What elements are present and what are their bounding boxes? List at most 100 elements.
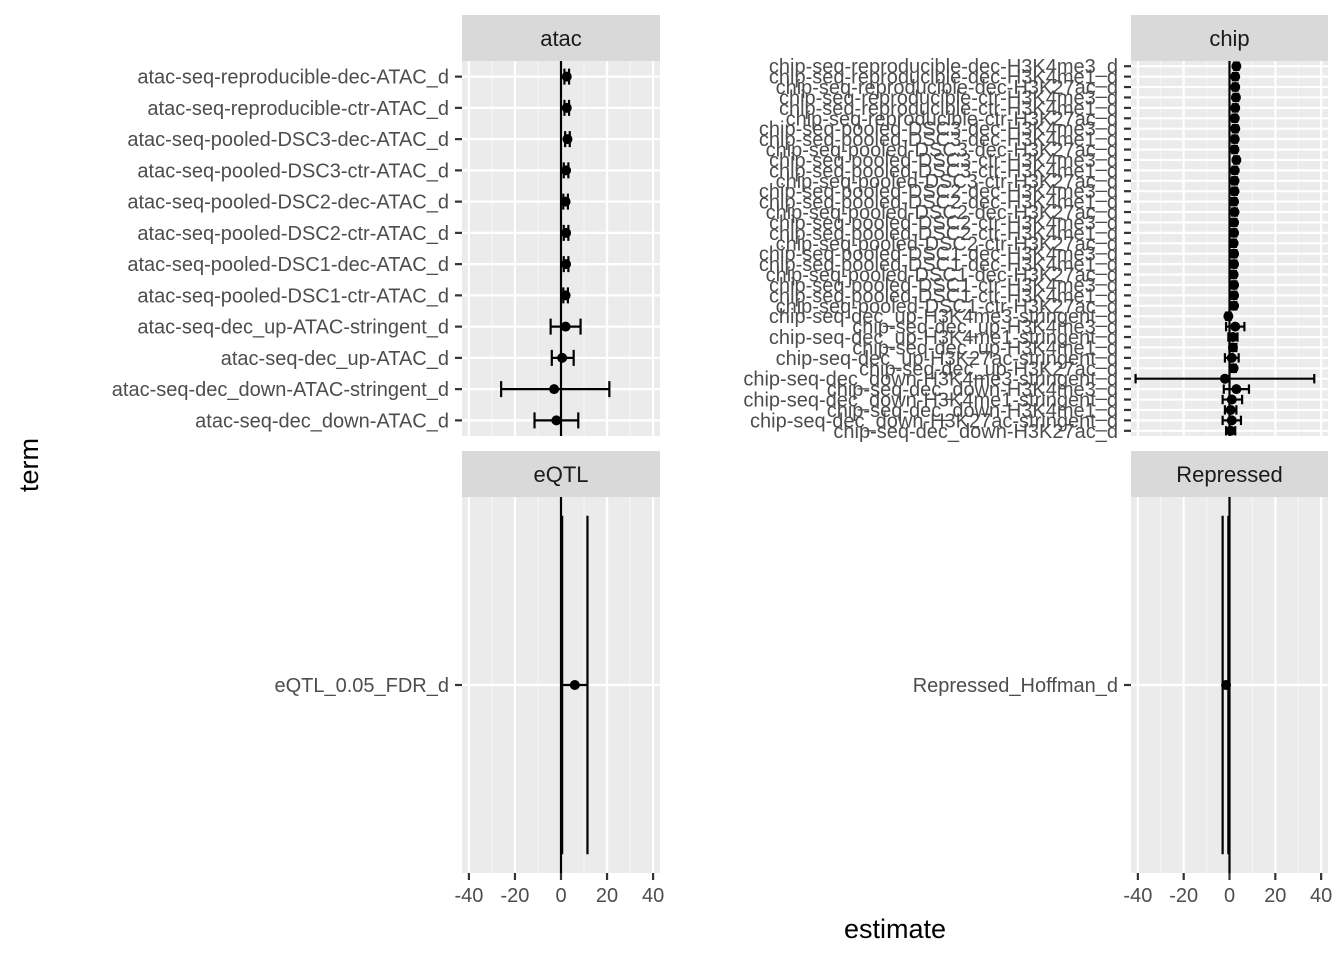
x-tick-label: 20: [1264, 885, 1286, 907]
y-tick-label: chip-seq-pooled-DSC3-ctr-H3K4me3_d: [769, 150, 1118, 172]
estimate-point: [1229, 175, 1240, 186]
estimate-point: [1229, 134, 1240, 145]
strip-background: [462, 451, 660, 497]
y-tick-label: chip-seq-pooled-DSC2-ctr-H3K4me1_d: [769, 223, 1118, 245]
estimate-point: [1229, 186, 1240, 197]
y-tick-label: chip-seq-reproducible-dec-H3K27ac_d: [776, 77, 1118, 99]
y-tick-label: chip-seq-pooled-DSC2-dec-H3K4me3_d: [759, 181, 1118, 203]
y-tick-label: chip-seq-dec_up-H3K4me1_d: [852, 337, 1118, 359]
y-tick-label: chip-seq-dec_up-H3K4me1-stringent_d: [769, 327, 1118, 349]
strip-background: [1131, 451, 1328, 497]
estimate-point: [1231, 154, 1242, 165]
x-tick-label: 20: [596, 885, 618, 907]
y-tick-label: chip-seq-dec_down-H3K4me1-stringent_d: [743, 390, 1118, 412]
y-tick-label: chip-seq-pooled-DSC2-ctr-H3K27ac_d: [776, 233, 1118, 255]
x-tick-label: 40: [1310, 885, 1332, 907]
y-tick-label: chip-seq-dec_up-H3K27ac_d: [859, 358, 1118, 380]
y-tick-label: atac-seq-pooled-DSC2-dec-ATAC_d: [127, 192, 449, 214]
y-tick-label: atac-seq-dec_down-ATAC-stringent_d: [112, 379, 449, 401]
estimate-point: [1230, 123, 1241, 134]
y-tick-label: atac-seq-pooled-DSC1-ctr-ATAC_d: [137, 285, 449, 307]
y-tick-label: chip-seq-pooled-DSC3-ctr-H3K4me1_d: [769, 160, 1118, 182]
estimate-point: [1226, 394, 1237, 405]
y-tick-label: chip-seq-dec_up-H3K27ac-stringent_d: [776, 348, 1118, 370]
x-tick-label: -20: [501, 885, 530, 907]
x-tick-label: 0: [1224, 885, 1235, 907]
y-tick-label: chip-seq-pooled-DSC2-dec-H3K27ac_d: [766, 202, 1118, 224]
y-tick-label: chip-seq-reproducible-ctr-H3K4me1_d: [779, 98, 1118, 120]
estimate-point: [560, 196, 571, 207]
y-tick-label: chip-seq-pooled-DSC2-dec-H3K4me1_d: [759, 192, 1118, 214]
estimate-point: [1229, 113, 1240, 124]
y-tick-label: chip-seq-dec_down-H3K4me3_d: [827, 379, 1118, 401]
panel-chip: chip chip-seq-reproducible-dec-H3K4me3_dc…: [743, 15, 1328, 443]
panel-repressed: Repressed Repressed_Hoffman_d -40 -20 0 20 40: [913, 451, 1332, 907]
estimate-point: [1229, 290, 1240, 301]
estimate-point: [1229, 248, 1240, 259]
estimate-point: [551, 415, 562, 426]
estimate-point: [1229, 259, 1240, 270]
estimate-point: [1231, 384, 1242, 395]
estimate-point: [1229, 165, 1240, 176]
estimate-point: [1230, 71, 1241, 82]
estimate-point: [1229, 279, 1240, 290]
y-tick-label: chip-seq-dec_down-H3K27ac_d: [833, 421, 1118, 443]
strip-label: atac: [540, 26, 582, 51]
strip-background: [462, 15, 660, 61]
x-tick-label: -20: [1169, 885, 1198, 907]
estimate-point: [561, 227, 572, 238]
y-tick-label: chip-seq-pooled-DSC2-ctr-H3K4me3_d: [769, 212, 1118, 234]
estimate-point: [1229, 217, 1240, 228]
estimate-point: [1230, 321, 1241, 332]
y-tick-label: atac-seq-dec_down-ATAC_d: [195, 410, 449, 432]
y-tick-label: atac-seq-pooled-DSC2-ctr-ATAC_d: [137, 223, 449, 245]
strip-label: Repressed: [1176, 462, 1282, 487]
estimate-point: [1223, 311, 1234, 322]
y-tick-label: chip-seq-pooled-DSC1-dec-H3K4me3_d: [759, 244, 1118, 266]
estimate-point: [1228, 363, 1239, 374]
estimate-point: [561, 259, 572, 270]
y-tick-label: chip-seq-reproducible-ctr-H3K27ac_d: [786, 108, 1118, 130]
y-tick-label: chip-seq-reproducible-dec-H3K4me3_d: [769, 56, 1118, 78]
x-tick-label: 0: [555, 885, 566, 907]
y-tick-label: chip-seq-pooled-DSC1-ctr-H3K27ac_d: [776, 296, 1118, 318]
estimate-point: [569, 680, 580, 690]
estimate-point: [1228, 269, 1239, 280]
x-tick-label: -40: [1123, 885, 1152, 907]
y-tick-label: atac-seq-pooled-DSC3-ctr-ATAC_d: [137, 160, 449, 182]
y-tick-label: chip-seq-pooled-DSC1-ctr-H3K4me3_d: [769, 275, 1118, 297]
estimate-point: [561, 165, 572, 176]
estimate-point: [560, 290, 571, 301]
estimate-point: [561, 71, 572, 82]
strip-background: [1131, 15, 1328, 61]
estimate-point: [1226, 352, 1237, 363]
estimate-point: [1230, 92, 1241, 103]
y-tick-label: chip-seq-reproducible-ctr-H3K4me3_d: [779, 87, 1118, 109]
y-tick-label: atac-seq-pooled-DSC3-dec-ATAC_d: [127, 129, 449, 151]
panels: atac atac-seq-reproducible-dec-ATAC_datac…: [112, 15, 1332, 907]
estimate-point: [560, 321, 571, 332]
y-tick-label: eQTL_0.05_FDR_d: [274, 675, 449, 697]
y-axis-title: term: [14, 438, 44, 492]
y-tick-label: chip-seq-dec_down-H3K4me3-stringent_d: [743, 369, 1118, 391]
estimate-point: [1231, 61, 1242, 72]
panel-eqtl: eQTL eQTL_0.05_FDR_d -40 -20 0 20 40: [274, 451, 664, 907]
y-tick-label: chip-seq-pooled-DSC1-ctr-H3K4me1_d: [769, 285, 1118, 307]
panel-atac: atac atac-seq-reproducible-dec-ATAC_datac…: [112, 15, 660, 436]
y-tick-label: chip-seq-pooled-DSC3-dec-H3K27ac_d: [766, 140, 1118, 162]
y-tick-label: chip-seq-pooled-DSC1-dec-H3K27ac_d: [766, 265, 1118, 287]
estimate-point: [1229, 196, 1240, 207]
y-tick-label: chip-seq-dec_up-H3K4me3_d: [852, 317, 1118, 339]
y-tick-label: chip-seq-pooled-DSC1-dec-H3K4me1_d: [759, 254, 1118, 276]
estimate-point: [1229, 144, 1240, 155]
estimate-point: [1227, 342, 1238, 353]
y-tick-label: Repressed_Hoffman_d: [913, 675, 1118, 697]
estimate-point: [1225, 425, 1236, 436]
x-axis-title: estimate: [844, 914, 946, 944]
estimate-point: [561, 102, 572, 113]
x-tick-label: 40: [642, 885, 664, 907]
y-tick-label: atac-seq-pooled-DSC1-dec-ATAC_d: [127, 254, 449, 276]
estimate-point: [1227, 332, 1238, 343]
estimate-point: [1230, 102, 1241, 113]
